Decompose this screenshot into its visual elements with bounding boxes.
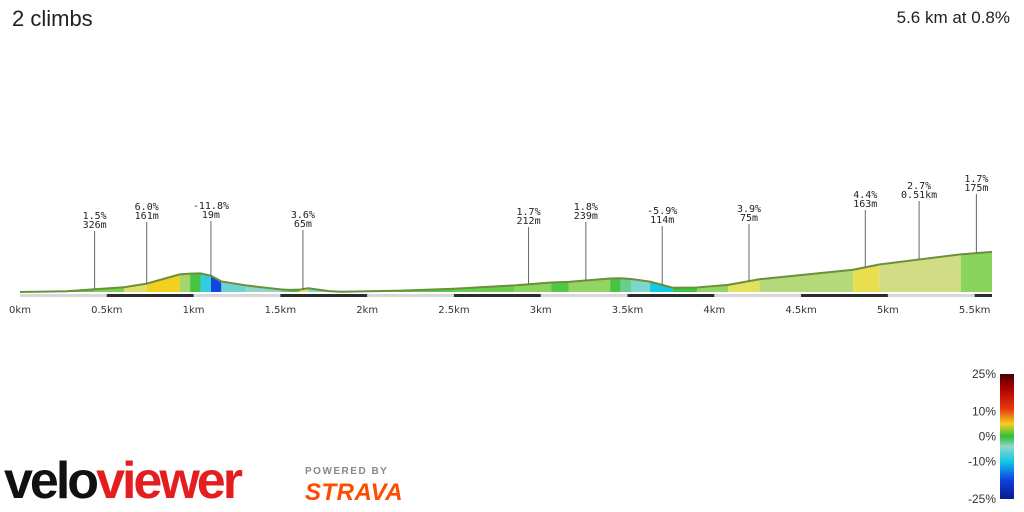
grade-segment-24 <box>630 278 651 292</box>
annotation-grade-1: 6.0% <box>135 202 159 213</box>
profile-outline <box>19 250 993 293</box>
annotation-length-7: 75m <box>740 213 758 224</box>
annotation-grade-6: -5.9% <box>647 206 677 217</box>
annotation-grade-5: 1.8% <box>574 202 598 213</box>
grade-segment-3 <box>124 283 147 292</box>
annotation-length-3: 65m <box>294 219 312 230</box>
annotation-grade-4: 1.7% <box>517 207 541 218</box>
annotation-length-5: 239m <box>574 211 598 222</box>
legend-label-4: -25% <box>968 492 996 506</box>
annotation-length-6: 114m <box>650 215 674 226</box>
annotation-grade-3: 3.6% <box>291 210 315 221</box>
x-tick-label-5: 2.5km <box>438 305 469 316</box>
annotation-grade-8: 4.4% <box>853 190 877 201</box>
grade-legend: 25% 10% 0% -10% -25% <box>968 368 1014 506</box>
axis-km-band-5 <box>974 294 992 297</box>
grade-segment-4 <box>146 274 180 292</box>
grade-segment-9 <box>221 281 246 292</box>
grade-segment-23 <box>620 278 631 292</box>
veloviewer-logo: veloviewer <box>4 452 246 510</box>
annotation-grade-2: -11.8% <box>193 201 229 212</box>
grade-segments <box>20 251 992 292</box>
grade-segment-6 <box>190 273 201 292</box>
axis-km-band-2 <box>453 294 541 297</box>
legend-label-1: 10% <box>972 405 996 419</box>
x-tick-label-0: 0km <box>9 305 31 316</box>
grade-segment-27 <box>696 284 729 292</box>
annotation-grade-7: 3.9% <box>737 204 761 215</box>
legend-label-3: -10% <box>968 455 996 469</box>
page-title: 2 climbs <box>12 6 93 31</box>
x-tick-label-6: 3km <box>530 305 552 316</box>
annotation-length-8: 163m <box>853 199 877 210</box>
grade-segment-29 <box>759 269 854 292</box>
legend-label-2: 0% <box>979 430 997 444</box>
x-tick-label-9: 4.5km <box>785 305 816 316</box>
distance-axis: 0km 0.5km 1km 1.5km 2km 2.5km 3km 3.5km 4km 4.5km… <box>9 294 992 316</box>
grade-segment-22 <box>610 278 621 292</box>
x-tick-label-4: 2km <box>356 305 378 316</box>
grade-segment-32 <box>960 251 992 292</box>
x-tick-label-1: 0.5km <box>91 305 122 316</box>
annotation-length-0: 326m <box>83 220 107 231</box>
x-tick-label-7: 3.5km <box>612 305 643 316</box>
axis-km-band-3 <box>627 294 715 297</box>
annotation-length-9: 0.51km <box>901 190 937 201</box>
axis-km-band-1 <box>280 294 368 297</box>
elevation-line <box>19 250 993 293</box>
grade-segment-28 <box>728 279 760 292</box>
x-tick-label-2: 1km <box>183 305 205 316</box>
powered-by-label: POWERED BY <box>305 466 389 477</box>
legend-gradient-bar <box>1000 374 1014 499</box>
annotation-length-4: 212m <box>517 216 541 227</box>
strava-badge: POWERED BY STRAVA <box>305 466 403 507</box>
legend-labels: 25% 10% 0% -10% -25% <box>968 368 996 506</box>
grade-segment-30 <box>853 264 880 292</box>
axis-km-band-4 <box>801 294 888 297</box>
grade-segment-5 <box>179 273 191 292</box>
legend-label-0: 25% <box>972 368 996 381</box>
strava-wordmark: STRAVA <box>305 479 404 506</box>
grade-segment-25 <box>650 281 673 292</box>
svg-text:veloviewer: veloviewer <box>4 452 243 510</box>
x-tick-label-8: 4km <box>703 305 725 316</box>
axis-km-band-0 <box>106 294 194 297</box>
x-tick-label-10: 5km <box>877 305 899 316</box>
grade-segment-7 <box>200 273 211 292</box>
annotation-length-1: 161m <box>135 211 159 222</box>
annotation-length-2: 19m <box>202 210 220 221</box>
annotation-grade-10: 1.7% <box>964 174 988 185</box>
x-tick-label-3: 1.5km <box>265 305 296 316</box>
annotation-grade-0: 1.5% <box>83 211 107 222</box>
annotation-grade-9: 2.7% <box>907 181 931 192</box>
grade-segment-20 <box>551 281 569 292</box>
x-tick-label-11: 5.5km <box>959 305 990 316</box>
grade-segment-8 <box>210 275 222 292</box>
annotation-length-10: 175m <box>964 183 988 194</box>
climb-summary: 5.6 km at 0.8% <box>896 8 1010 27</box>
grade-segment-31 <box>879 254 961 292</box>
